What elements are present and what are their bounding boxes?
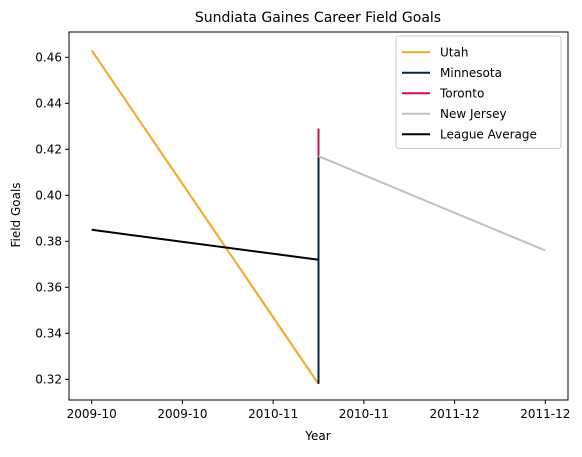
y-tick-label: 0.38 xyxy=(35,234,62,248)
x-axis-label: Year xyxy=(304,429,330,443)
legend-label-league-average: League Average xyxy=(440,127,537,141)
legend-label-new-jersey: New Jersey xyxy=(440,107,507,121)
y-tick-label: 0.36 xyxy=(35,280,62,294)
series-line-utah xyxy=(90,49,320,385)
legend-label-toronto: Toronto xyxy=(439,86,484,100)
y-tick-label: 0.42 xyxy=(35,142,62,156)
y-tick-label: 0.40 xyxy=(35,188,62,202)
legend-box xyxy=(395,35,562,149)
chart-title: Sundiata Gaines Career Field Goals xyxy=(195,10,441,26)
y-tick-label: 0.34 xyxy=(35,326,62,340)
x-tick-label: 2010-11 xyxy=(339,407,389,421)
series-line-new-jersey xyxy=(318,155,546,252)
legend: Utah Minnesota Toronto New Jersey League Ave… xyxy=(395,35,562,149)
x-tick-label: 2009-10 xyxy=(67,407,117,421)
legend-label-minnesota: Minnesota xyxy=(440,66,502,80)
y-axis-label: Field Goals xyxy=(9,182,23,247)
x-tick-label: 2011-12 xyxy=(430,407,480,421)
series-layer xyxy=(90,49,546,385)
y-tick-label: 0.44 xyxy=(35,96,62,110)
x-tick-label: 2010-11 xyxy=(248,407,298,421)
x-tick-label: 2011-12 xyxy=(520,407,570,421)
y-tick-label: 0.46 xyxy=(35,50,62,64)
plot-frame xyxy=(68,31,569,401)
y-tick-label: 0.32 xyxy=(35,372,62,386)
series-line-league-average xyxy=(91,228,319,261)
legend-label-utah: Utah xyxy=(440,45,468,59)
axis-layer: 2009-10 2009-10 2010-11 2010-11 2011-12 2011-… xyxy=(35,31,570,421)
x-tick-label: 2009-10 xyxy=(157,407,207,421)
